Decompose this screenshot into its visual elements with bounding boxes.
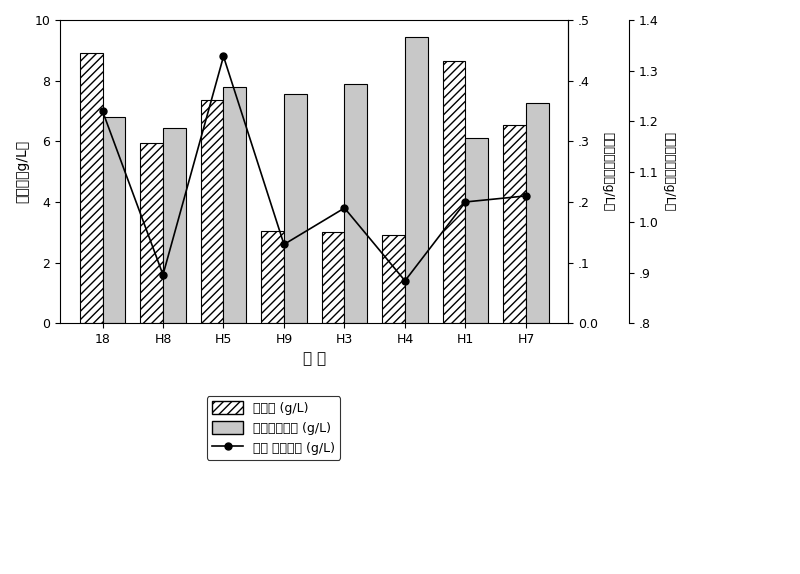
Y-axis label: 胞外多糖得率（g/L）: 胞外多糖得率（g/L） <box>602 132 614 211</box>
Bar <box>79 53 102 323</box>
X-axis label: 菌 株: 菌 株 <box>302 351 326 367</box>
Bar <box>503 125 526 323</box>
Bar <box>322 232 345 323</box>
Bar <box>163 127 186 323</box>
Bar <box>382 235 405 323</box>
Bar <box>345 84 367 323</box>
Y-axis label: 生物量（g/L）: 生物量（g/L） <box>15 140 29 203</box>
Bar <box>405 37 428 323</box>
Bar <box>223 87 246 323</box>
Bar <box>102 117 126 323</box>
Bar <box>140 143 163 323</box>
Bar <box>284 94 307 323</box>
Bar <box>201 100 223 323</box>
Y-axis label: 胞内多糖含量（g/L）: 胞内多糖含量（g/L） <box>662 132 675 211</box>
Legend: 生物量 (g/L), 胞外多糖得率 (g/L), 胞内 多糖含量 (g/L): 生物量 (g/L), 胞外多糖得率 (g/L), 胞内 多糖含量 (g/L) <box>207 396 340 460</box>
Bar <box>526 103 549 323</box>
Bar <box>466 138 489 323</box>
Bar <box>442 61 466 323</box>
Bar <box>261 231 284 323</box>
